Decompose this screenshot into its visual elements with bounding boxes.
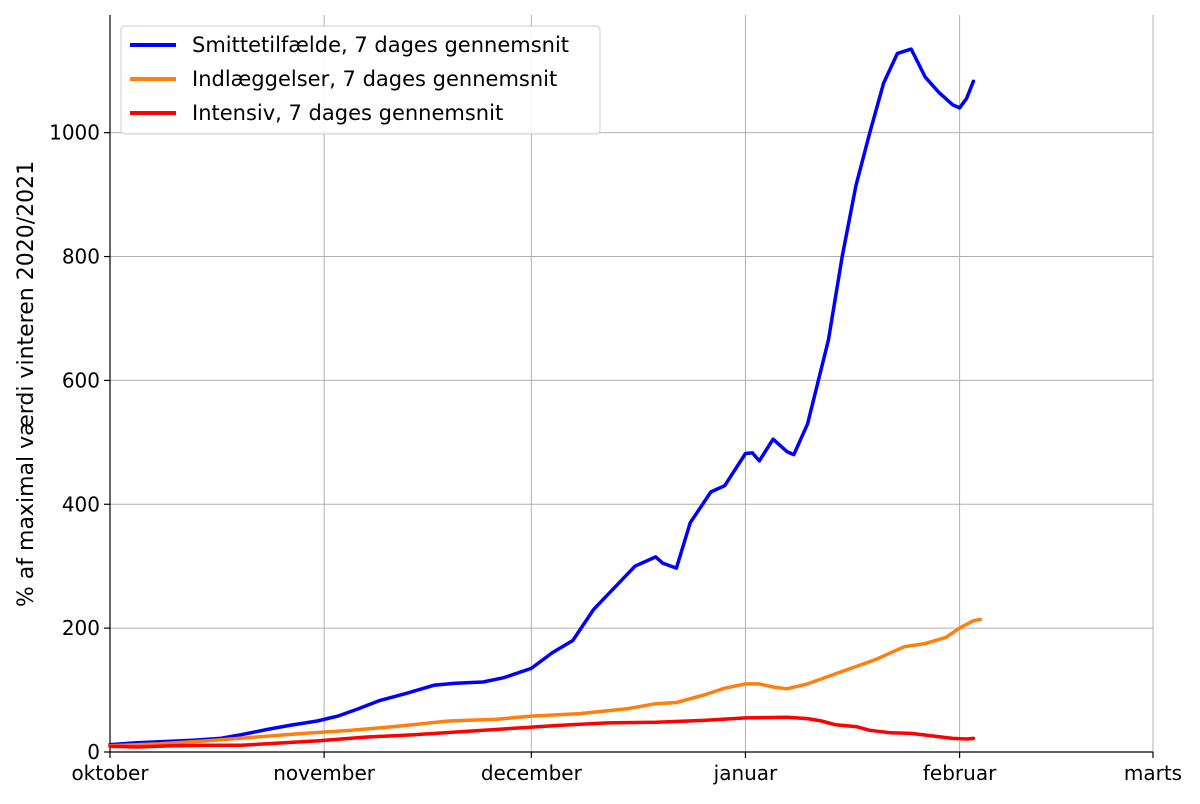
- ticks-layer: oktober november december januar februar mart…: [49, 121, 1182, 785]
- series-line-3: [108, 715, 976, 749]
- series-line-2: [108, 617, 983, 748]
- x-tick-label: januar: [713, 761, 778, 785]
- x-tick-label: december: [481, 761, 583, 785]
- y-tick-label: 800: [62, 245, 100, 269]
- series-line-1: [108, 47, 976, 747]
- grid-layer: [110, 15, 1154, 752]
- x-tick-label: oktober: [71, 761, 149, 785]
- legend: Smittetilfælde, 7 dages gennemsnit Indlæg…: [120, 25, 601, 135]
- y-tick-label: 400: [62, 492, 100, 516]
- x-tick-label: februar: [923, 761, 997, 785]
- x-tick-label: november: [273, 761, 376, 785]
- legend-label-2: Indlæggelser, 7 dages gennemsnit: [192, 67, 557, 91]
- y-axis-label: % af maximal værdi vinteren 2020/2021: [14, 161, 39, 607]
- y-tick-label: 200: [62, 616, 100, 640]
- y-tick-label: 600: [62, 368, 100, 392]
- legend-label-3: Intensiv, 7 dages gennemsnit: [192, 101, 503, 125]
- y-tick-label: 0: [87, 740, 100, 764]
- x-tick-label: marts: [1124, 761, 1182, 785]
- legend-label-1: Smittetilfælde, 7 dages gennemsnit: [192, 33, 569, 57]
- y-tick-label: 1000: [49, 121, 100, 145]
- legend-box: [120, 25, 601, 135]
- axes-layer: [109, 15, 1153, 753]
- series-layer: [108, 47, 983, 749]
